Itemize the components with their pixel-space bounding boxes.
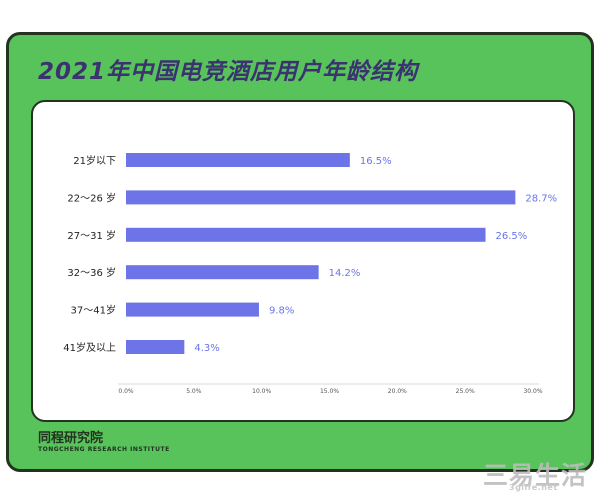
x-tick-label: 5.0% xyxy=(186,388,202,395)
x-tick-label: 0.0% xyxy=(118,388,134,395)
brand-name: 同程研究院 xyxy=(38,431,104,446)
data-label: 28.7% xyxy=(525,193,557,204)
category-label: 37～41岁 xyxy=(71,304,116,317)
category-label: 41岁及以上 xyxy=(63,341,116,354)
category-label: 32～36 岁 xyxy=(67,266,116,279)
data-label: 14.2% xyxy=(329,268,361,279)
data-label: 26.5% xyxy=(496,231,528,242)
bar xyxy=(126,340,185,354)
category-label: 21岁以下 xyxy=(73,154,116,167)
bar xyxy=(126,265,319,280)
x-tick-label: 20.0% xyxy=(388,388,407,395)
category-label: 22～26 岁 xyxy=(67,191,116,204)
bar xyxy=(126,302,259,317)
data-label: 4.3% xyxy=(194,343,219,354)
bar xyxy=(126,153,350,167)
brand-logo: 同程研究院 TONGCHENG RESEARCH INSTITUTE xyxy=(38,431,170,454)
bar xyxy=(126,227,486,242)
x-tick-label: 25.0% xyxy=(456,388,475,395)
x-tick-label: 10.0% xyxy=(252,388,271,395)
data-label: 9.8% xyxy=(269,306,294,317)
bar xyxy=(126,190,516,205)
chart-title: 2021年中国电竞酒店用户年龄结构 xyxy=(38,59,419,85)
x-tick-label: 30.0% xyxy=(523,388,542,395)
x-tick-label: 15.0% xyxy=(320,388,339,395)
category-label: 27～31 岁 xyxy=(67,229,116,242)
watermark: 三易生活 3glife.net xyxy=(483,456,587,492)
data-label: 16.5% xyxy=(360,156,392,167)
brand-subtitle: TONGCHENG RESEARCH INSTITUTE xyxy=(38,446,170,453)
watermark-text: 三易生活 xyxy=(483,461,588,490)
watermark-url: 3glife.net xyxy=(509,483,558,492)
